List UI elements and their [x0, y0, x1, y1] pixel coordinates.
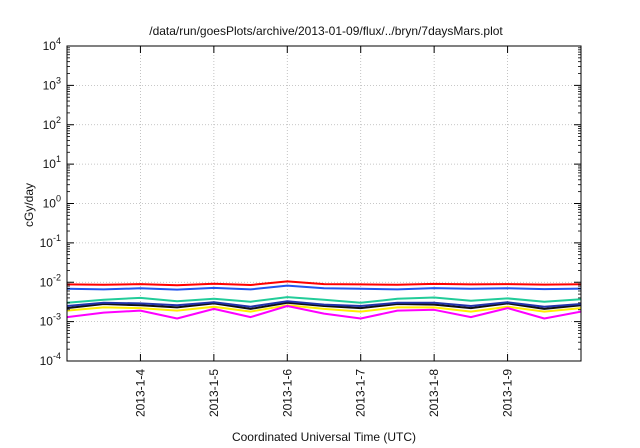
- series-layer: [67, 280, 581, 320]
- x-tick-label: 2013-1-9: [501, 369, 515, 417]
- ticks: [67, 45, 581, 362]
- tick-labels: 10-4 10-3 10-2 10-1 100 101 102 103 104 2013-1-4 2…: [40, 36, 515, 417]
- y-tick-label: 102: [43, 115, 61, 132]
- x-tick-label: 2013-1-7: [354, 369, 368, 417]
- y-tick-label: 10-4: [40, 351, 61, 368]
- x-tick-label: 2013-1-8: [427, 369, 441, 417]
- series-line-1: [67, 280, 581, 287]
- x-tick-label: 2013-1-5: [207, 369, 221, 417]
- series-line-2: [67, 284, 581, 291]
- series-line-3: [67, 296, 581, 304]
- y-tick-label: 10-1: [40, 233, 61, 250]
- series-line-7: [67, 305, 581, 320]
- x-tick-label: 2013-1-6: [280, 369, 294, 417]
- y-axis-label: cGy/day: [22, 183, 36, 227]
- series-line-5: [67, 300, 581, 308]
- chart-title: /data/run/goesPlots/archive/2013-01-09/f…: [149, 24, 503, 38]
- y-tick-label: 10-3: [40, 312, 61, 329]
- y-tick-label: 101: [43, 154, 61, 171]
- y-tick-label: 100: [43, 194, 61, 211]
- y-tick-label: 10-2: [40, 272, 61, 289]
- x-axis-label: Coordinated Universal Time (UTC): [232, 430, 416, 444]
- x-tick-label: 2013-1-4: [133, 369, 147, 417]
- y-tick-label: 103: [43, 75, 61, 92]
- series-line-4: [67, 301, 581, 310]
- y-tick-label: 104: [43, 36, 61, 53]
- series-line-6: [67, 304, 581, 313]
